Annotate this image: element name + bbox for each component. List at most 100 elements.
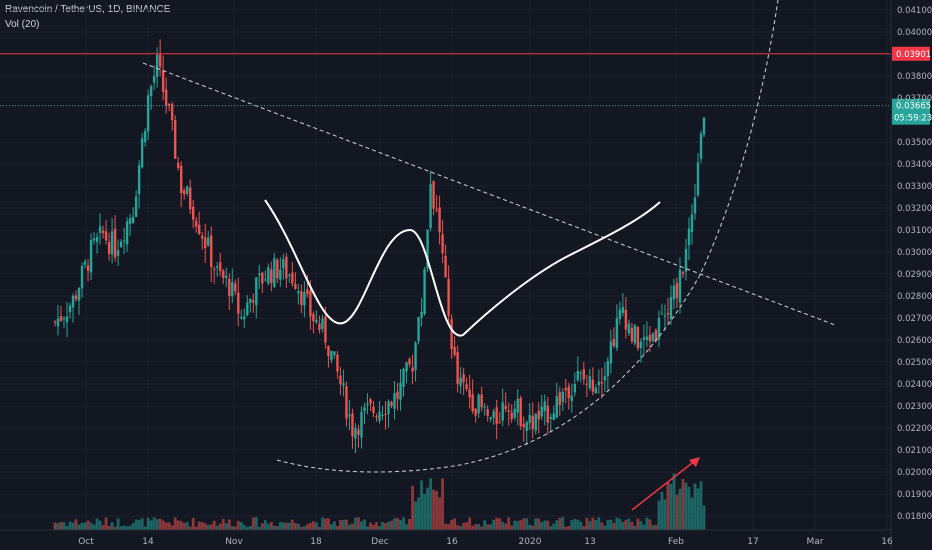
volume-bar bbox=[486, 524, 490, 530]
price-tick-label: 0.03500 bbox=[897, 138, 932, 148]
candle-body bbox=[243, 316, 246, 320]
volume-bar bbox=[456, 525, 460, 530]
candle-body bbox=[513, 408, 516, 418]
candle-body bbox=[324, 316, 327, 343]
candle-body bbox=[182, 190, 186, 195]
volume-bar bbox=[200, 522, 204, 530]
candle-body bbox=[186, 186, 189, 194]
volume-bar bbox=[284, 522, 288, 530]
volume-bar bbox=[657, 500, 661, 530]
candle-body bbox=[597, 381, 601, 386]
volume-indicator-label: Vol (20) bbox=[5, 19, 40, 30]
volume-bar bbox=[399, 519, 402, 530]
candle-body bbox=[621, 306, 625, 313]
candle-body bbox=[131, 216, 135, 223]
volume-bar bbox=[71, 522, 75, 530]
candle-body bbox=[207, 237, 210, 246]
volume-bar bbox=[269, 521, 273, 530]
volume-bar bbox=[426, 487, 429, 530]
volume-bar bbox=[615, 517, 619, 530]
candle-body bbox=[378, 411, 381, 421]
candle-body bbox=[158, 54, 162, 67]
candle-body bbox=[53, 321, 57, 323]
candle-body bbox=[210, 235, 213, 268]
volume-bar bbox=[83, 522, 87, 530]
volume-bar bbox=[311, 521, 315, 530]
volume-bar bbox=[702, 505, 706, 530]
current-price-label: 0.03665 bbox=[896, 102, 931, 112]
volume-bar bbox=[161, 520, 165, 530]
volume-bar bbox=[642, 524, 646, 530]
volume-bar bbox=[540, 521, 544, 530]
w-pattern-drawing bbox=[264, 199, 661, 337]
volume-bar bbox=[573, 518, 577, 530]
volume-bar bbox=[336, 526, 339, 530]
volume-bar bbox=[263, 520, 267, 530]
price-tick-label: 0.02000 bbox=[897, 468, 932, 478]
volume-bar bbox=[209, 524, 213, 530]
candle-body bbox=[80, 266, 84, 289]
candle-body bbox=[579, 372, 583, 374]
volume-bar bbox=[62, 522, 66, 530]
volume-bar bbox=[684, 482, 688, 530]
volume-bar bbox=[567, 525, 571, 530]
candle-body bbox=[561, 391, 564, 402]
candle-body bbox=[687, 228, 691, 246]
volume-bar bbox=[351, 523, 354, 530]
candle-body bbox=[74, 295, 78, 300]
volume-bar bbox=[345, 519, 348, 530]
candle-body bbox=[134, 196, 138, 218]
candle-body bbox=[167, 103, 171, 106]
volume-bar bbox=[119, 526, 123, 530]
candle-body bbox=[522, 424, 525, 428]
candle-body bbox=[576, 371, 580, 381]
candle-body bbox=[417, 316, 420, 342]
volume-bar bbox=[672, 473, 676, 530]
volume-bar bbox=[660, 491, 664, 530]
candle-body bbox=[333, 351, 336, 356]
volume-bar bbox=[384, 522, 387, 530]
candle-body bbox=[375, 416, 378, 418]
candle-body bbox=[267, 267, 270, 284]
volume-bar bbox=[281, 522, 285, 530]
price-axis[interactable]: 0.04100 0.04000 0.03800 0.03700 0.03500 0.034… bbox=[897, 6, 932, 522]
candle-body bbox=[288, 275, 291, 277]
candle-body bbox=[393, 393, 396, 409]
candle-body bbox=[402, 369, 405, 387]
candle-body bbox=[477, 394, 480, 414]
volume-bar bbox=[164, 522, 168, 530]
candle-body bbox=[237, 292, 240, 314]
candle-body bbox=[453, 347, 456, 355]
candle-body bbox=[285, 256, 288, 279]
candle-body bbox=[468, 389, 471, 398]
volume-bar bbox=[348, 524, 351, 530]
volume-bar bbox=[594, 520, 598, 530]
candle-body bbox=[423, 269, 426, 314]
candle-body bbox=[249, 298, 252, 303]
volume-bar bbox=[152, 517, 156, 530]
candle-body bbox=[675, 283, 679, 299]
candle-body bbox=[279, 269, 282, 280]
volume-bar bbox=[525, 518, 529, 530]
volume-bar bbox=[549, 526, 553, 530]
volume-bar bbox=[561, 517, 565, 530]
volume-bar bbox=[693, 483, 697, 530]
time-axis[interactable]: Oct 14 Nov 18 Dec 16 2020 13 Feb 17 Mar 16 bbox=[78, 537, 893, 547]
candle-body bbox=[702, 117, 706, 135]
volume-bar bbox=[675, 494, 679, 530]
volume-bar bbox=[582, 526, 586, 530]
volume-bar bbox=[128, 525, 132, 530]
volume-bar bbox=[95, 518, 99, 530]
candle-body bbox=[179, 165, 183, 194]
volume-bar bbox=[633, 525, 637, 530]
volume-bar bbox=[543, 520, 547, 530]
candle-body bbox=[98, 226, 102, 234]
volume-bar bbox=[89, 522, 93, 530]
candle-body bbox=[122, 240, 126, 242]
candle-body bbox=[693, 197, 697, 214]
volume-bar bbox=[480, 526, 484, 530]
candle-body bbox=[471, 394, 474, 412]
candle-body bbox=[276, 259, 279, 279]
candle-body bbox=[501, 402, 504, 421]
